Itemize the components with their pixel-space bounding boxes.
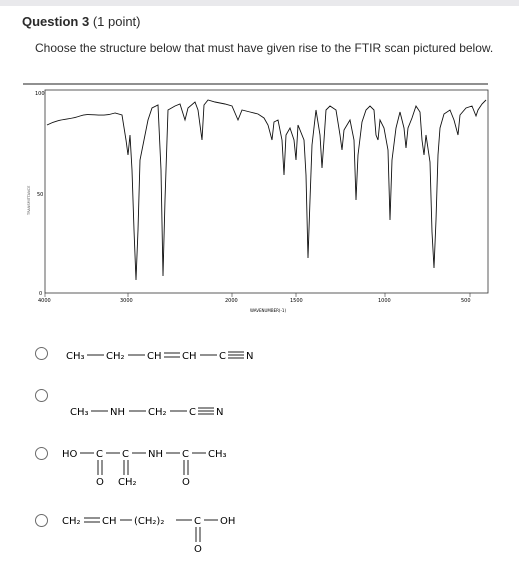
svg-text:CH₃: CH₃ <box>70 407 89 418</box>
question-points: (1 point) <box>92 14 141 29</box>
svg-text:O: O <box>182 477 190 488</box>
svg-text:(CH₂)₂: (CH₂)₂ <box>134 516 164 527</box>
x-tick-2000: 2000 <box>225 298 238 304</box>
radio-d[interactable] <box>35 514 48 527</box>
radio-c[interactable] <box>35 447 48 460</box>
svg-text:HO: HO <box>62 449 78 460</box>
option-c[interactable]: HO C O C CH₂ NH C O CH₃ <box>35 445 312 489</box>
svg-text:CH₂: CH₂ <box>118 477 137 488</box>
svg-text:CH: CH <box>147 351 162 362</box>
svg-text:CH: CH <box>182 351 197 362</box>
structure-d: CH₂ CH (CH₂)₂ C O OH <box>62 516 235 555</box>
svg-text:CH₂: CH₂ <box>62 516 81 527</box>
x-tick-1500: 1500 <box>290 298 303 304</box>
structure-a: CH₃ CH₂ CH CH C N <box>66 351 253 362</box>
question-title: Question 3 (1 point) <box>22 14 141 29</box>
option-d[interactable]: CH₂ CH (CH₂)₂ C O OH <box>35 512 312 556</box>
svg-text:CH₃: CH₃ <box>208 449 227 460</box>
svg-text:C: C <box>189 407 196 418</box>
x-tick-4000: 4000 <box>38 298 51 304</box>
radio-b[interactable] <box>35 389 48 402</box>
svg-text:CH₂: CH₂ <box>106 351 125 362</box>
option-a[interactable]: CH₃ CH₂ CH CH C N <box>35 345 312 365</box>
top-bar <box>0 0 519 6</box>
structure-c: HO C O C CH₂ NH C O CH₃ <box>62 449 227 488</box>
svg-text:CH₂: CH₂ <box>148 407 167 418</box>
y-tick-50: 50 <box>37 192 43 198</box>
svg-text:N: N <box>216 407 223 418</box>
svg-text:O: O <box>96 477 104 488</box>
question-number: Question 3 <box>22 14 90 29</box>
svg-text:C: C <box>194 516 201 527</box>
svg-text:CH: CH <box>102 516 117 527</box>
x-tick-1000: 1000 <box>378 298 391 304</box>
structure-b: CH₃ NH CH₂ C N <box>70 407 223 418</box>
svg-text:C: C <box>122 449 129 460</box>
spectrum-trace <box>46 99 487 281</box>
x-axis-label: WAVENUMBER(-1) <box>250 308 286 313</box>
svg-text:C: C <box>182 449 189 460</box>
radio-a[interactable] <box>35 347 48 360</box>
y-tick-0: 0 <box>39 291 42 297</box>
svg-text:O: O <box>194 544 202 555</box>
svg-text:C: C <box>96 449 103 460</box>
svg-text:NH: NH <box>110 407 125 418</box>
svg-text:NH: NH <box>148 449 163 460</box>
option-b[interactable]: CH₃ NH CH₂ C N <box>35 387 312 421</box>
ftir-spectrum: 100 50 0 TRANSMITTANCE 4000 3000 2000 15… <box>20 80 490 325</box>
x-tick-500: 500 <box>461 298 471 304</box>
svg-text:C: C <box>219 351 226 362</box>
x-tick-3000: 3000 <box>120 298 133 304</box>
y-axis-label: TRANSMITTANCE <box>27 186 31 216</box>
svg-text:CH₃: CH₃ <box>66 351 85 362</box>
svg-text:OH: OH <box>220 516 235 527</box>
svg-text:N: N <box>246 351 253 362</box>
question-prompt: Choose the structure below that must hav… <box>35 41 494 55</box>
y-tick-100: 100 <box>35 91 45 97</box>
